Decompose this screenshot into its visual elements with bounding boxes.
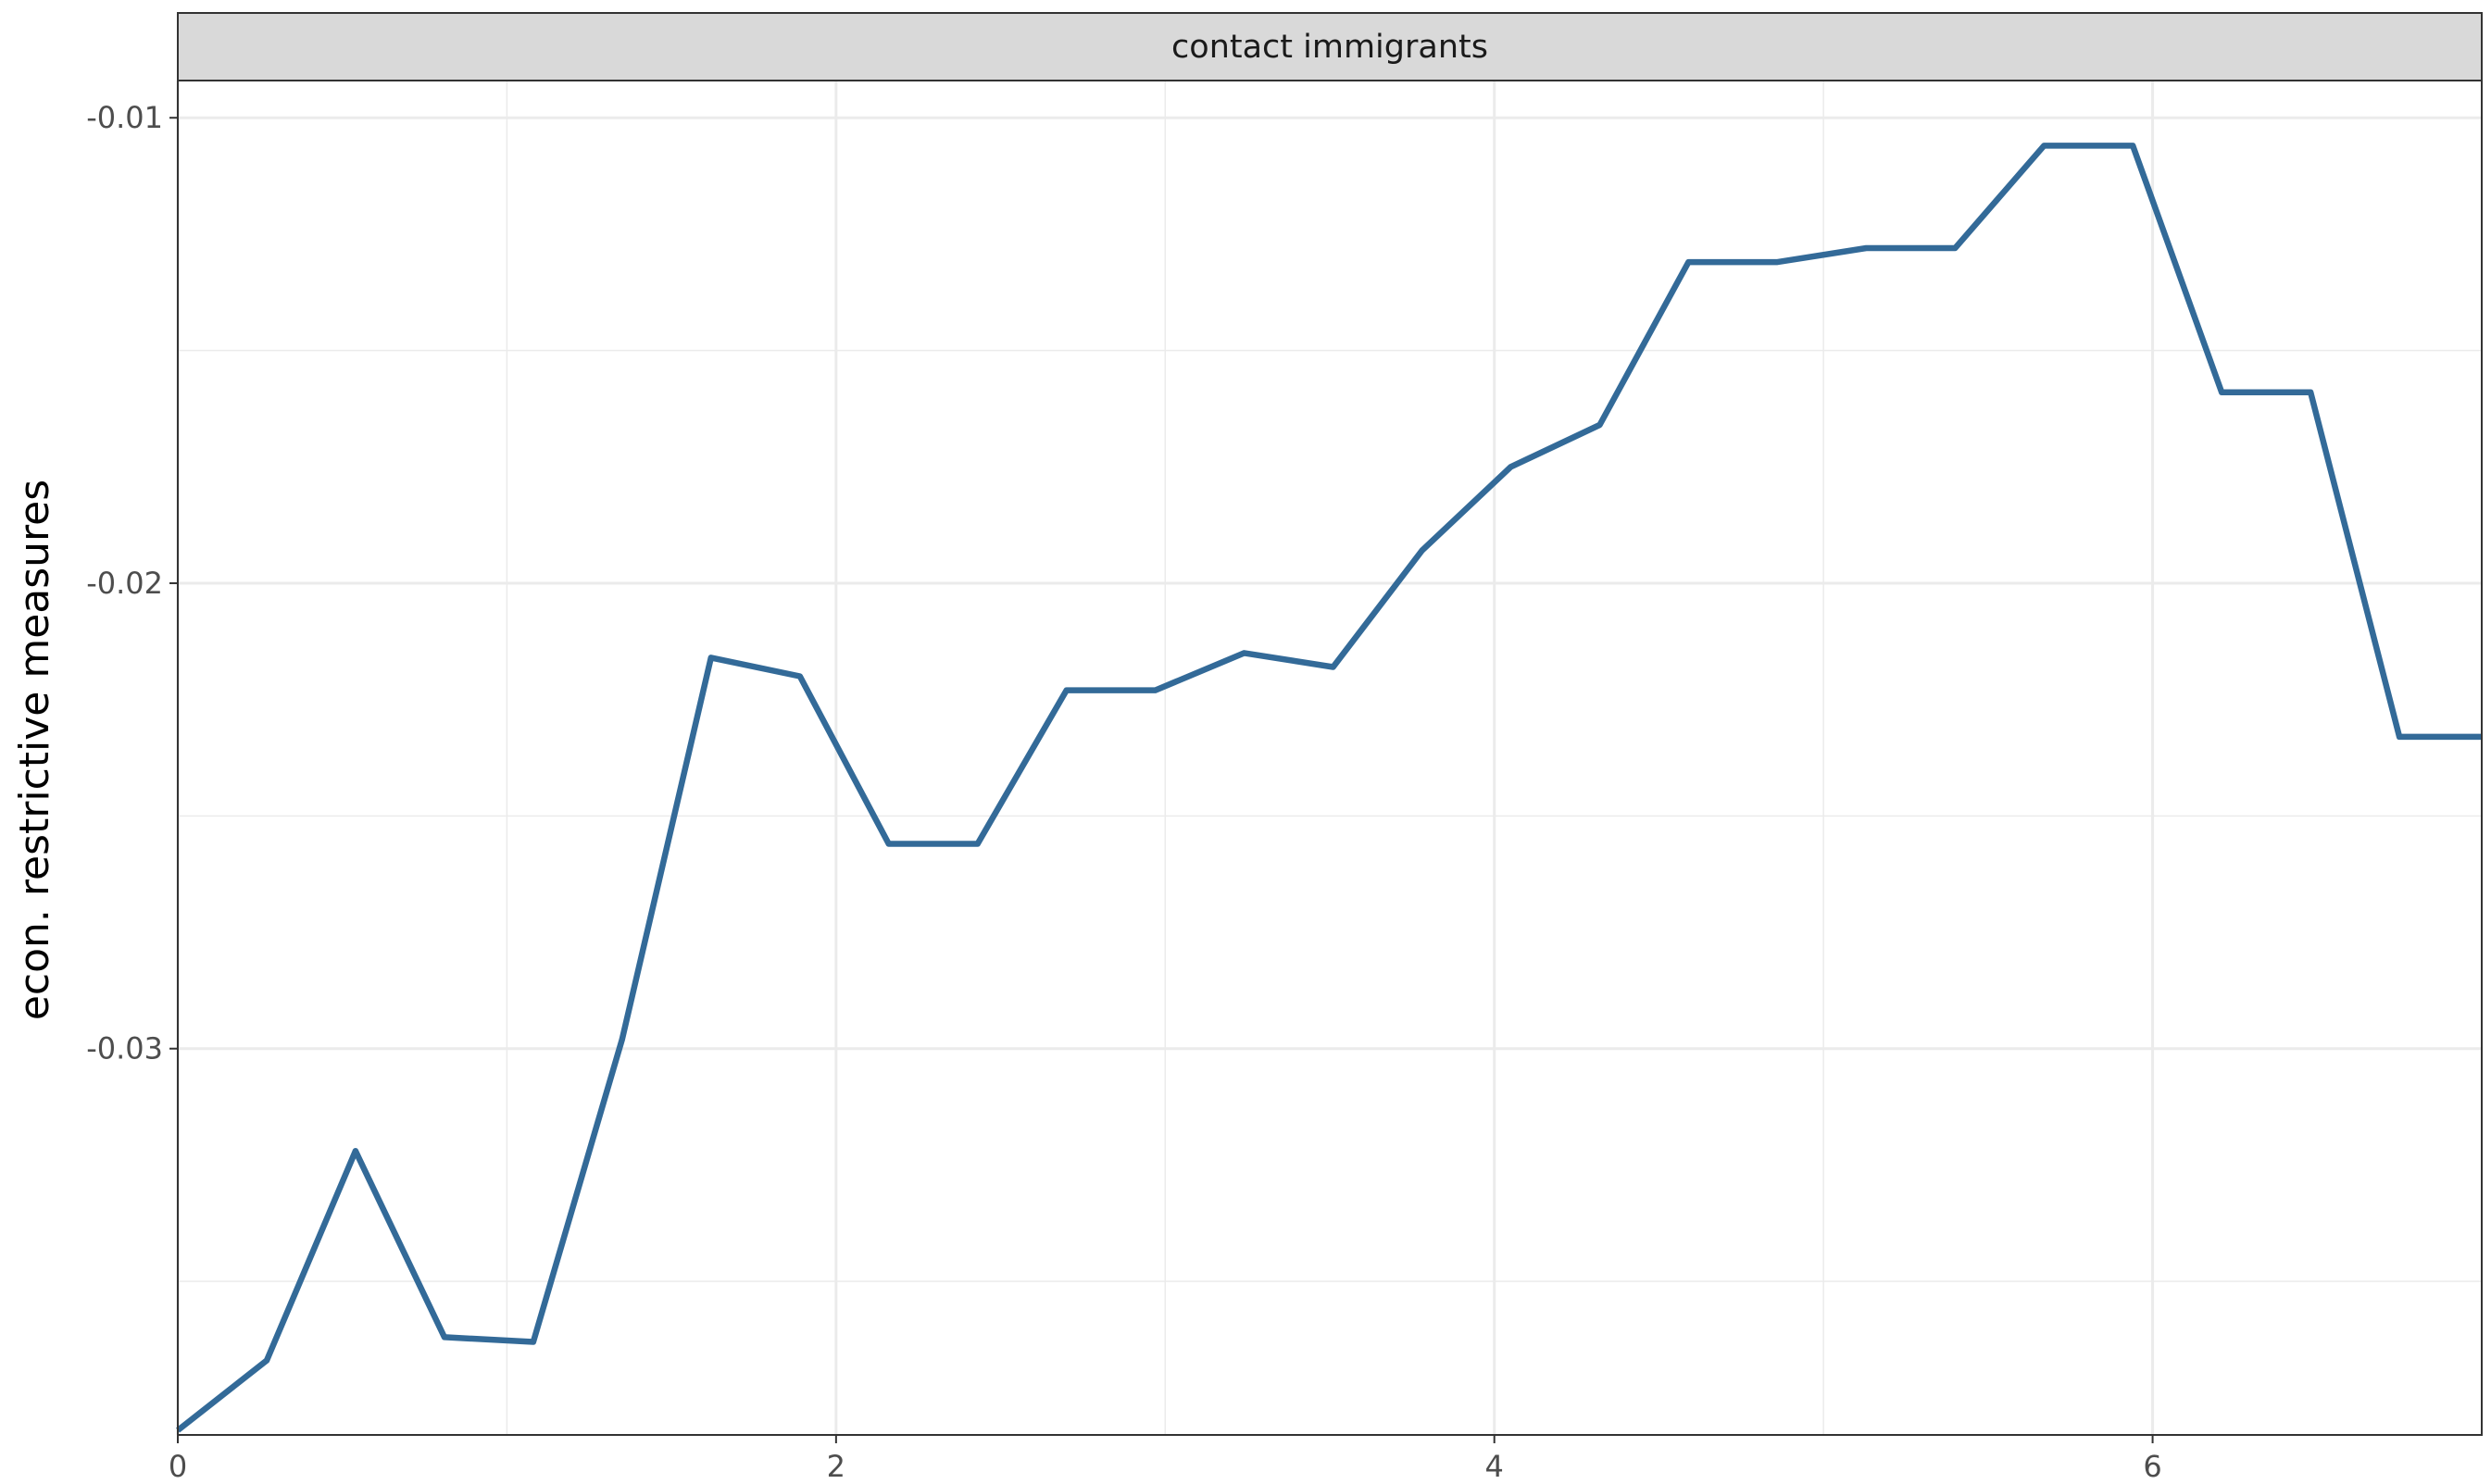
series-line [175,143,2482,1433]
y-tick-label: -0.03 [86,1031,163,1066]
x-tick-label: 0 [169,1449,187,1484]
x-tick-label: 4 [1485,1449,1504,1484]
y-tick-label: -0.01 [86,100,163,135]
x-axis: 0 2 4 6 [169,1435,2162,1484]
facet-strip-label: contact immigrants [1171,29,1488,66]
minor-gridlines [178,81,2482,1435]
y-tick-label: -0.02 [86,566,163,601]
facet-strip [177,12,2483,81]
x-tick-label: 6 [2143,1449,2161,1484]
x-tick-label: 2 [827,1449,845,1484]
y-axis-title: econ. restrictive measures [11,480,58,1020]
y-axis: -0.03 -0.02 -0.01 [86,100,178,1066]
